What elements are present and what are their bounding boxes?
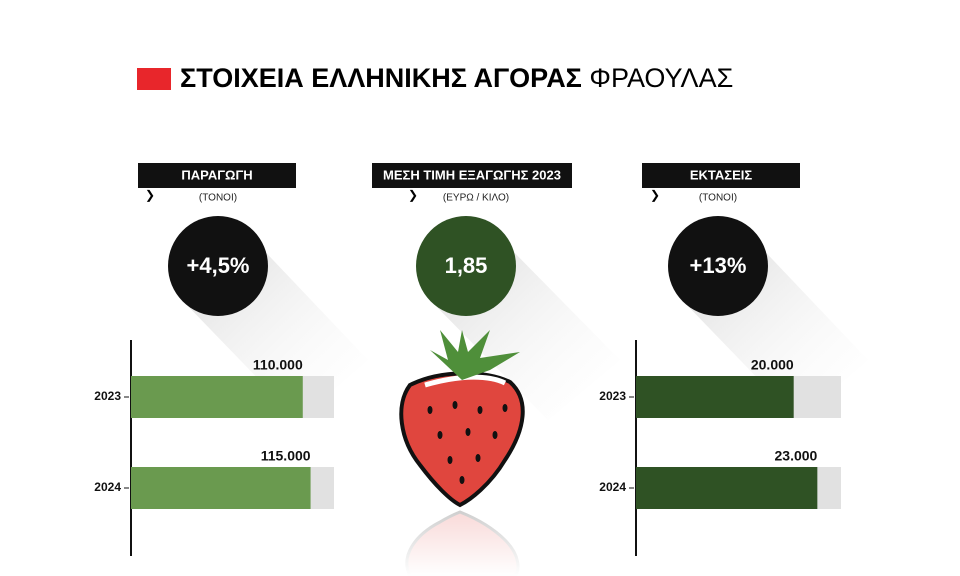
badge-circle — [168, 216, 268, 316]
header-box — [372, 163, 572, 188]
panel-title: ΕΚΤΑΣΕΙΣ — [690, 167, 753, 182]
panel-subtitle: (ΤΟΝΟΙ) — [199, 193, 237, 204]
category-label: 2023 — [94, 389, 121, 403]
chevron: ❯ — [650, 188, 660, 202]
chevron: ❯ — [408, 188, 418, 202]
header-box — [642, 163, 800, 188]
category-label: 2024 — [94, 480, 121, 494]
value-label: 115.000 — [261, 448, 311, 464]
panel-subtitle: (ΤΟΝΟΙ) — [699, 193, 737, 204]
title-marker — [137, 68, 171, 90]
value-label: 20.000 — [751, 357, 794, 373]
category-label: 2024 — [599, 480, 626, 494]
bar — [131, 467, 311, 509]
chevron: ❯ — [145, 188, 155, 202]
bar-panel: ΠΑΡΑΓΩΓΗ ❯ (ΤΟΝΟΙ) +4,5% 2023 110.000 2024 115.… — [94, 163, 368, 556]
bar — [131, 376, 303, 418]
badge-value: 1,85 — [445, 253, 488, 278]
title-light: ΦΡΑΟΥΛΑΣ — [589, 63, 733, 93]
value-label: 23.000 — [775, 448, 818, 464]
title: ΣΤΟΙΧΕΙΑ ΕΛΛΗΝΙΚΗΣ ΑΓΟΡΑΣ ΦΡΑΟΥΛΑΣ — [180, 63, 733, 93]
badge-circle — [416, 216, 516, 316]
category-label: 2023 — [599, 389, 626, 403]
bar-panel: ΕΚΤΑΣΕΙΣ ❯ (ΤΟΝΟΙ) +13% 2023 20.000 2024 23.000 — [599, 163, 868, 556]
price-panel: ΜΕΣΗ ΤΙΜΗ ΕΞΑΓΩΓΗΣ 2023 ❯ (ΕΥΡΩ / ΚΙΛΟ) … — [372, 163, 620, 576]
bar — [636, 376, 794, 418]
badge-circle — [668, 216, 768, 316]
badge-value: +4,5% — [187, 253, 250, 278]
value-label: 110.000 — [253, 357, 303, 373]
header-box — [138, 163, 296, 188]
strawberry — [390, 330, 540, 576]
title-bold: ΣΤΟΙΧΕΙΑ ΕΛΛΗΝΙΚΗΣ ΑΓΟΡΑΣ — [180, 63, 582, 93]
badge-value: +13% — [690, 253, 747, 278]
panel-title: ΜΕΣΗ ΤΙΜΗ ΕΞΑΓΩΓΗΣ 2023 — [383, 167, 561, 182]
panel-subtitle: (ΕΥΡΩ / ΚΙΛΟ) — [443, 193, 509, 204]
panel-title: ΠΑΡΑΓΩΓΗ — [181, 167, 252, 182]
bar — [636, 467, 818, 509]
